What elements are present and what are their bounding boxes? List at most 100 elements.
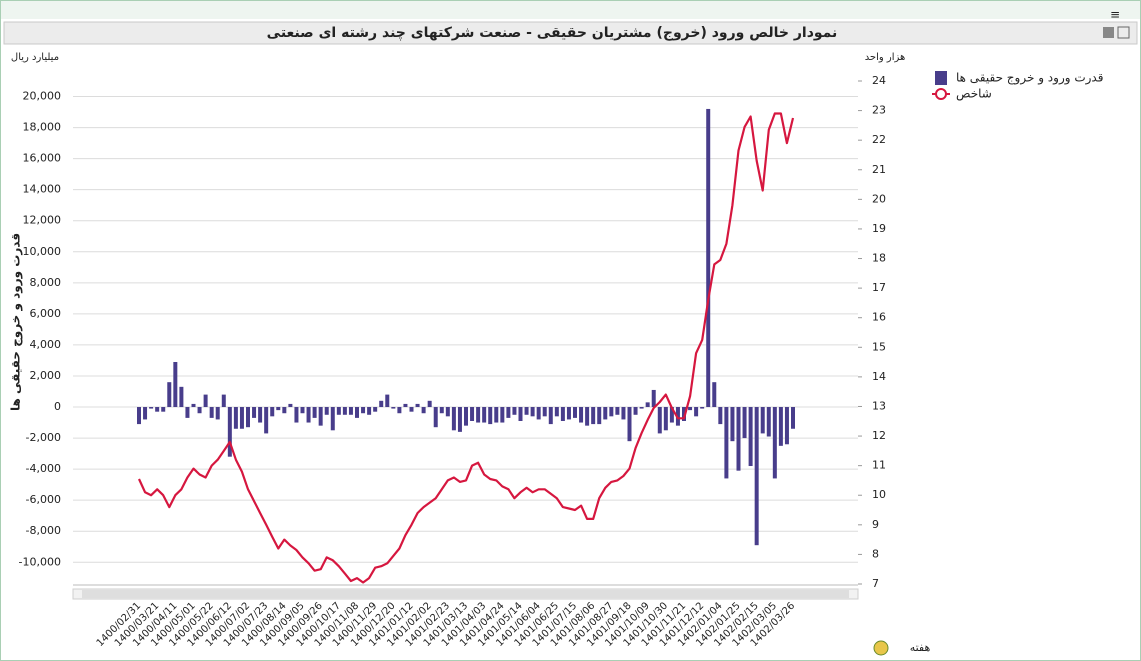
bar: [530, 407, 535, 417]
bar: [591, 407, 596, 425]
bar: [536, 407, 541, 420]
bar: [548, 407, 553, 425]
bar: [215, 407, 220, 420]
bar: [137, 407, 141, 425]
bar: [724, 407, 729, 479]
legend-swatch: [935, 71, 947, 85]
bar: [518, 407, 523, 421]
bar: [688, 407, 693, 411]
bar: [239, 407, 244, 429]
bar: [197, 407, 202, 414]
bar: [772, 407, 777, 479]
y-tick-label: 14,000: [23, 183, 62, 196]
bar: [342, 407, 347, 415]
bar: [639, 407, 644, 409]
export-icon[interactable]: [1117, 26, 1130, 39]
bar: [439, 407, 444, 414]
bar: [203, 394, 208, 408]
bar: [179, 386, 184, 408]
y-tick-label: 0: [54, 400, 61, 413]
bar: [336, 407, 341, 415]
bar: [791, 407, 795, 429]
print-icon[interactable]: [1103, 27, 1114, 38]
bar: [445, 407, 450, 417]
y-tick-label: -4,000: [26, 462, 61, 475]
bar: [645, 402, 650, 408]
y-tick-label: 8,000: [30, 276, 62, 289]
bar: [252, 407, 257, 418]
bar: [264, 407, 269, 434]
bar: [748, 407, 753, 467]
y2-tick-label: 22: [872, 133, 886, 146]
bar: [379, 400, 384, 408]
line: [138, 112, 795, 584]
bar: [300, 407, 305, 414]
bar: [330, 407, 335, 431]
bar: [663, 407, 668, 431]
bar: [651, 389, 656, 408]
bar: [457, 407, 462, 432]
bar: [464, 407, 468, 426]
y-tick-label: -10,000: [19, 555, 61, 568]
bar: [191, 403, 196, 408]
y-tick-label: 4,000: [30, 338, 62, 351]
bar: [221, 394, 226, 408]
bar: [312, 407, 317, 418]
y-tick-label: 20,000: [23, 90, 62, 103]
bar: [361, 407, 366, 414]
bar: [258, 407, 263, 423]
bar: [603, 407, 608, 420]
bar: [669, 407, 674, 423]
bar: [760, 407, 765, 434]
bar: [397, 407, 402, 414]
bar: [524, 407, 529, 415]
bar: [276, 407, 281, 411]
y2-tick-label: 18: [872, 252, 886, 265]
bar: [718, 407, 723, 425]
bar: [488, 407, 493, 425]
bar: [542, 407, 547, 417]
bar: [421, 407, 426, 414]
bar: [318, 407, 323, 426]
y2-tick-label: 10: [872, 488, 886, 501]
bar: [355, 407, 359, 418]
bar: [385, 394, 390, 408]
bar: [657, 407, 662, 434]
y2-tick-label: 7: [872, 577, 879, 590]
title-bar: [3, 21, 1138, 45]
x-axis-title: هفته: [910, 641, 931, 654]
bar: [566, 407, 571, 420]
y2-unit: هزار واحد: [865, 52, 906, 63]
bar: [597, 407, 602, 425]
bar: [209, 407, 214, 418]
bar: [682, 407, 686, 421]
bar: [233, 407, 238, 429]
bar: [288, 403, 293, 408]
y-tick-label: 2,000: [30, 369, 62, 382]
y2-tick-label: 17: [872, 281, 886, 294]
bar: [784, 407, 789, 445]
bar: [470, 407, 475, 421]
y2-tick-label: 12: [872, 429, 886, 442]
bar: [427, 400, 432, 408]
legend-label: شاخص: [956, 87, 992, 102]
bar: [161, 407, 166, 412]
bar: [415, 403, 420, 408]
bar: [403, 403, 408, 408]
bar: [512, 407, 517, 415]
menu-icon[interactable]: ≡: [1110, 8, 1120, 22]
y2-tick-label: 11: [872, 459, 886, 472]
bar: [694, 407, 699, 417]
refresh-icon[interactable]: [873, 640, 889, 656]
y2-tick-label: 23: [872, 104, 886, 117]
y2-tick-label: 13: [872, 399, 886, 412]
bar: [270, 407, 275, 417]
scrollbar-thumb[interactable]: [82, 590, 849, 598]
bar: [621, 407, 626, 420]
y-tick-label: 12,000: [23, 214, 62, 227]
bar: [609, 407, 614, 417]
bar: [482, 407, 487, 423]
bar: [185, 407, 190, 418]
y2-tick-label: 15: [872, 340, 886, 353]
